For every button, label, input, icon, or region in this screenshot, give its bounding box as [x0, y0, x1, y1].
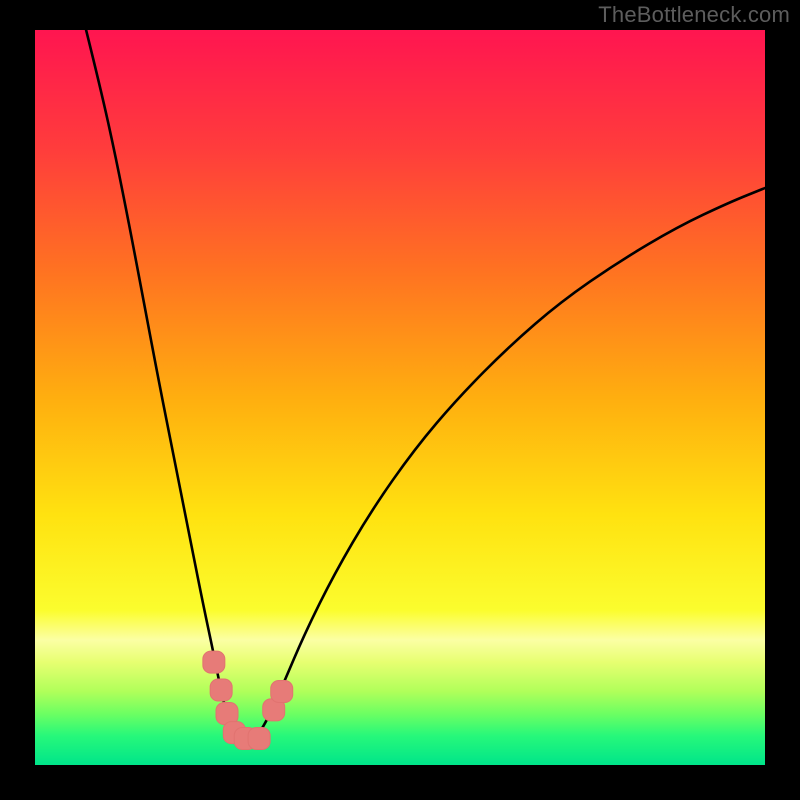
chart-frame: TheBottleneck.com — [0, 0, 800, 800]
watermark-text: TheBottleneck.com — [598, 2, 790, 28]
bottleneck-chart — [35, 30, 765, 765]
curve-marker — [271, 681, 293, 703]
gradient-background — [35, 30, 765, 765]
plot-area — [35, 30, 765, 765]
curve-marker — [210, 679, 232, 701]
curve-marker — [248, 728, 270, 750]
curve-marker — [203, 651, 225, 673]
